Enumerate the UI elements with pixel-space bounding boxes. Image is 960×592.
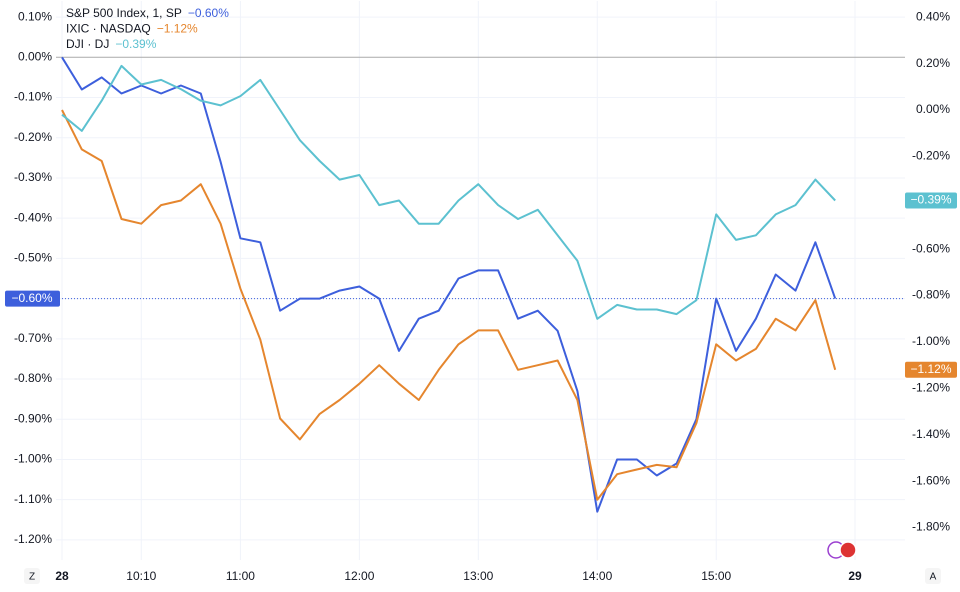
legend-name: IXIC · NASDAQ <box>66 22 151 36</box>
legend-name: S&P 500 Index, 1, SP <box>66 6 182 20</box>
legend-change: −1.12% <box>157 22 198 36</box>
a-button[interactable] <box>925 568 941 584</box>
y-tick-label: -0.30% <box>14 170 52 184</box>
y-tick-label: -1.10% <box>14 492 52 506</box>
x-tick-label: 10:10 <box>126 569 156 583</box>
y-tick-label: -0.40% <box>14 210 52 224</box>
price-badge <box>905 192 957 209</box>
price-badge <box>5 290 60 307</box>
y-tick-label: -0.20% <box>14 130 52 144</box>
z-button-label[interactable]: Z <box>29 572 35 583</box>
y-tick-label: -0.80% <box>14 371 52 385</box>
series-line <box>61 64 836 320</box>
z-button[interactable] <box>24 568 40 584</box>
y-tick-label: -0.50% <box>14 251 52 265</box>
price-badge-label: −0.39% <box>910 193 951 207</box>
y2-tick-label: 0.20% <box>916 56 950 70</box>
y-tick-label: -1.00% <box>14 452 52 466</box>
y2-tick-label: -1.80% <box>912 520 950 534</box>
price-badge-label: −1.12% <box>910 362 951 376</box>
legend-name: DJI · DJ <box>66 37 109 51</box>
x-tick-label: 11:00 <box>226 569 255 583</box>
a-button-label[interactable]: A <box>930 572 937 583</box>
y2-tick-label: -0.20% <box>912 149 950 163</box>
y2-tick-label: -1.40% <box>912 427 950 441</box>
y2-tick-label: -1.00% <box>912 334 950 348</box>
price-badge-label: −0.60% <box>11 291 52 305</box>
series-line <box>61 56 837 513</box>
logo-icon <box>827 541 857 559</box>
legend-change: −0.60% <box>188 6 229 20</box>
y2-tick-label: -1.20% <box>912 381 950 395</box>
y-tick-label: -0.10% <box>14 90 52 104</box>
x-tick-label: 14:00 <box>582 569 612 583</box>
x-tick-label: 13:00 <box>463 569 493 583</box>
legend-change: −0.39% <box>115 37 156 51</box>
x-tick-label: 15:00 <box>701 569 731 583</box>
y2-tick-label: -0.80% <box>912 288 950 302</box>
y2-tick-label: 0.00% <box>916 102 950 116</box>
series-line <box>61 109 837 501</box>
x-tick-label: 12:00 <box>344 569 374 583</box>
y-tick-label: 0.10% <box>18 9 52 23</box>
y-tick-label: -1.20% <box>14 532 52 546</box>
y2-tick-label: -1.60% <box>912 473 950 487</box>
y-tick-label: 0.00% <box>18 49 52 63</box>
y-tick-label: -0.90% <box>14 411 52 425</box>
price-badge <box>905 361 957 378</box>
y-tick-label: -0.70% <box>14 331 52 345</box>
plot: 28 10:10 11:00 12:00 13:00 14:00 15:00 29 0.10% 0… <box>5 1 957 583</box>
x-tick-label: 28 <box>55 569 69 583</box>
y2-tick-label: 0.40% <box>916 9 950 23</box>
y2-tick-label: -0.60% <box>912 241 950 255</box>
x-tick-label: 29 <box>848 569 862 583</box>
